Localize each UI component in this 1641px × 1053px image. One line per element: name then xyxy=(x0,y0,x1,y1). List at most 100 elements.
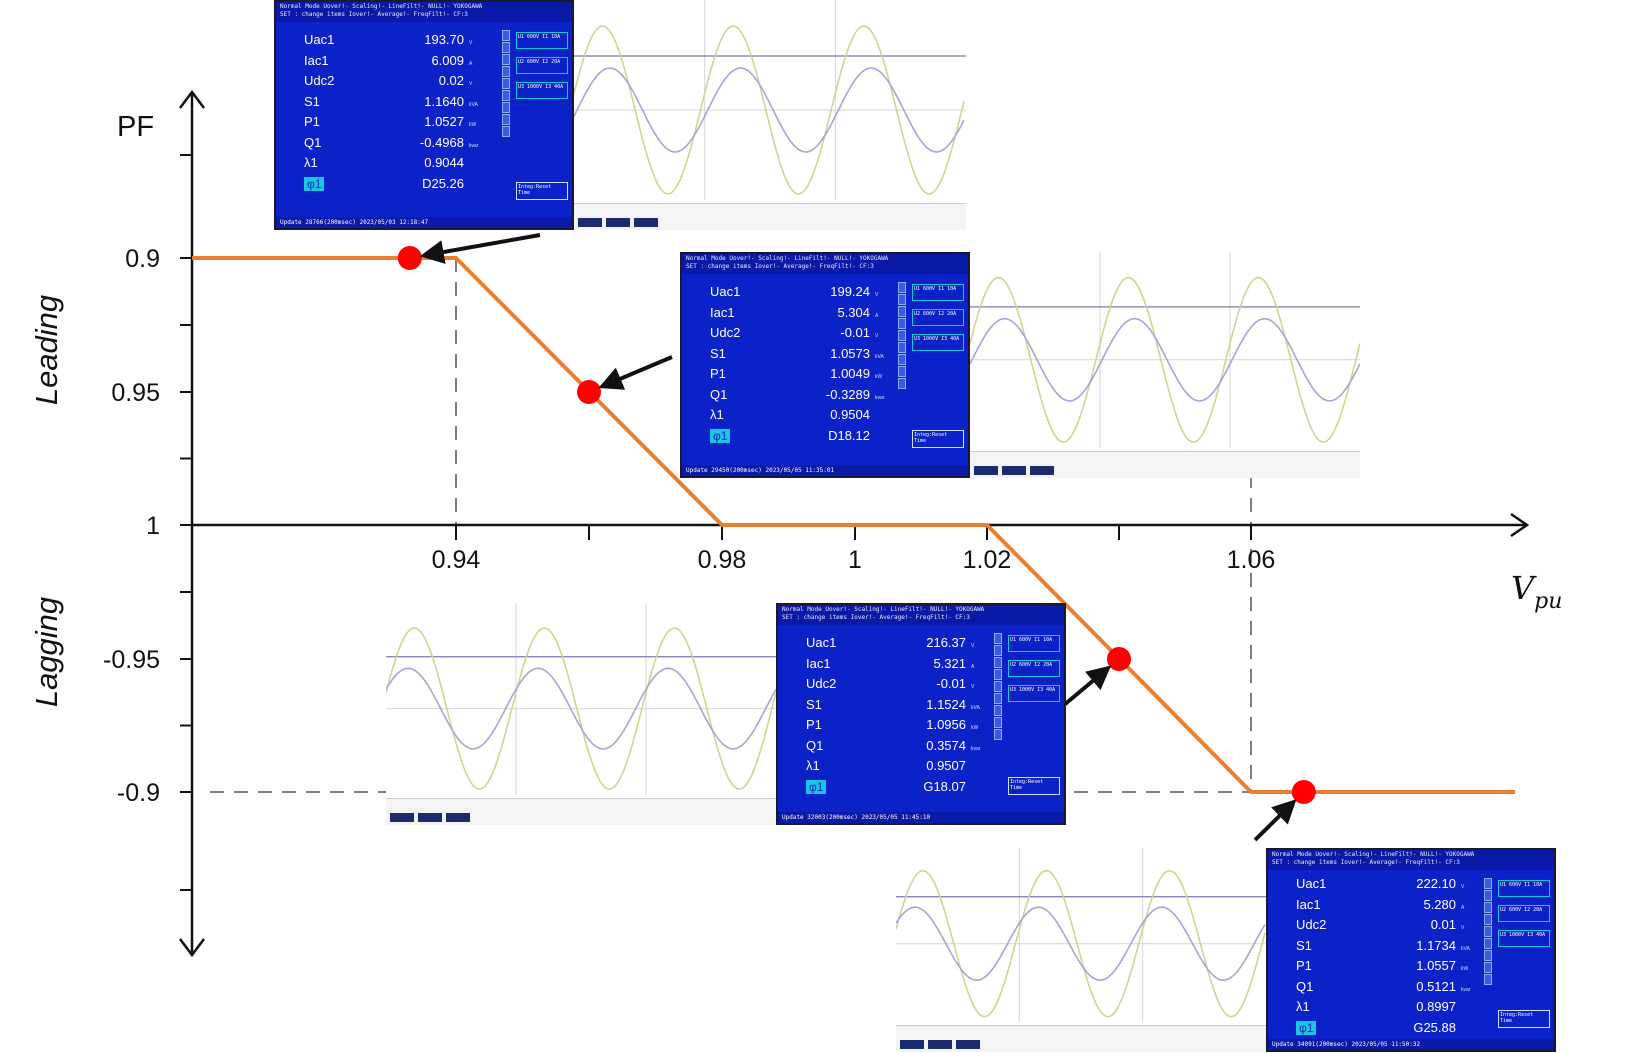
waveform-plot xyxy=(896,848,1266,1022)
meter-element-boxes: U1 600V I1 10A U2 600V I2 20A U3 1000V I… xyxy=(516,32,568,107)
meter-reading-label: Uac1 xyxy=(710,284,741,299)
meter-footer: Update 32003(200msec) 2023/05/05 11:45:1… xyxy=(778,812,1064,823)
operating-point-marker xyxy=(1107,647,1131,671)
y-tick-label: 0.9 xyxy=(125,245,160,273)
meter-element-boxes: U1 600V I1 10A U2 600V I2 20A U3 1000V I… xyxy=(1008,635,1060,710)
meter-topbar-line: Normal Mode Uover!- Scaling!- LineFilt!-… xyxy=(1272,851,1475,858)
meter-readings: Uac1 193.70 V Iac1 6.009 A Udc2 0.02 V S1 1.1640 kV… xyxy=(304,32,478,196)
meter-reading-label: P1 xyxy=(1296,958,1312,973)
meter-reading-row: Uac1 193.70 V xyxy=(304,32,478,53)
meter-page-list xyxy=(898,282,906,389)
meter-reading-value: 0.02 xyxy=(438,73,464,88)
y-axis-arrowhead-down xyxy=(179,938,205,958)
meter-footer: Update 34091(200msec) 2023/05/05 11:50:3… xyxy=(1268,1039,1554,1050)
element-box: U1 600V I1 10A xyxy=(912,284,964,301)
meter-reading-row: Udc2 0.01 V xyxy=(1296,917,1470,938)
oscilloscope-display xyxy=(896,848,1266,1052)
phase-label-highlight: φ1 xyxy=(710,428,731,443)
meter-reading-label: λ1 xyxy=(304,155,318,170)
meter-reading-unit: kVA xyxy=(971,704,980,711)
meter-reading-row: Q1 -0.4968 kvar xyxy=(304,135,478,156)
meter-reading-label: Uac1 xyxy=(304,32,335,47)
phase-label-highlight: φ1 xyxy=(1296,1020,1317,1035)
scope-channel-indicator xyxy=(446,813,470,822)
voltage-waveform xyxy=(574,25,965,195)
scope-channel-indicator xyxy=(974,466,998,475)
callout-arrow xyxy=(419,233,541,264)
element-box: U2 600V I2 20A xyxy=(912,309,964,326)
meter-reading-value: 1.0527 xyxy=(424,114,464,129)
waveform-plot xyxy=(970,252,1360,448)
element-box: U1 600V I1 10A xyxy=(1498,880,1550,897)
current-waveform xyxy=(386,667,776,750)
meter-reading-row: P1 1.0527 kW xyxy=(304,114,478,135)
y-axis-label: PF xyxy=(117,111,154,143)
meter-reading-label: S1 xyxy=(1296,937,1312,953)
meter-reading-value: D18.12 xyxy=(828,427,870,443)
meter-element-boxes: U1 600V I1 10A U2 600V I2 20A U3 1000V I… xyxy=(912,284,964,359)
meter-reading-unit: kVA xyxy=(875,353,884,360)
scope-status-strip xyxy=(386,798,776,825)
meter-reading-value: 222.10 xyxy=(1416,876,1456,891)
meter-reading-unit: A xyxy=(1461,904,1465,911)
element-box: U1 600V I1 10A xyxy=(1008,635,1060,652)
meter-reading-unit: V xyxy=(469,81,473,87)
meter-reading-value: G25.88 xyxy=(1413,1019,1456,1035)
meter-reading-value: 1.0956 xyxy=(926,717,966,732)
meter-reading-row: S1 1.1524 kVA xyxy=(806,697,980,718)
meter-reading-unit: kW xyxy=(469,122,477,128)
meter-reading-value: 5.304 xyxy=(837,304,870,320)
callout-arrow xyxy=(598,355,673,390)
meter-reading-unit: kvar xyxy=(875,394,885,401)
meter-reading-label: Udc2 xyxy=(304,73,335,88)
meter-reading-value: 0.8997 xyxy=(1416,999,1456,1014)
meter-reading-label: P1 xyxy=(806,717,822,732)
meter-reading-value: G18.07 xyxy=(923,778,966,794)
operating-point-marker xyxy=(397,246,422,270)
scope-channel-indicator xyxy=(928,1040,952,1049)
meter-page-list xyxy=(994,633,1002,740)
meter-readings: Uac1 216.37 V Iac1 5.321 A Udc2 -0.01 V S1 1.1524 k… xyxy=(806,635,980,799)
meter-topbar: Normal Mode Uover!- Scaling!- LineFilt!-… xyxy=(778,605,1064,625)
x-tick-label: 0.94 xyxy=(432,546,481,574)
meter-reading-unit: kW xyxy=(875,374,883,380)
meter-reading-value: -0.3289 xyxy=(825,386,870,402)
meter-reading-row: Udc2 -0.01 V xyxy=(710,325,884,346)
meter-topbar-line: SET : change items Iover!- Average!- Fre… xyxy=(1272,859,1460,866)
meter-reading-row: λ1 0.9504 xyxy=(710,407,884,428)
meter-reading-row: Iac1 5.280 A xyxy=(1296,897,1470,918)
meter-reading-unit: kW xyxy=(1461,966,1469,972)
meter-reading-label: φ1 xyxy=(710,428,792,443)
meter-reading-row: Udc2 0.02 V xyxy=(304,73,478,94)
operating-point-marker xyxy=(577,380,601,404)
scope-status-strip xyxy=(574,203,966,230)
meter-reading-label: φ1 xyxy=(806,779,888,794)
meter-reading-unit: V xyxy=(1461,884,1465,890)
meter-reading-unit: kvar xyxy=(971,745,981,752)
scope-channel-indicator xyxy=(634,218,658,227)
meter-reading-row: φ1 G18.07 xyxy=(806,779,980,800)
meter-reading-label: λ1 xyxy=(710,407,724,422)
meter-topbar: Normal Mode Uover!- Scaling!- LineFilt!-… xyxy=(1268,850,1554,870)
meter-reading-row: S1 1.1640 kVA xyxy=(304,94,478,115)
element-box: U3 1000V I3 40A xyxy=(1008,685,1060,702)
meter-reading-value: 1.0049 xyxy=(830,366,870,381)
meter-reading-label: Q1 xyxy=(304,134,322,150)
meter-reading-row: Q1 -0.3289 kvar xyxy=(710,387,884,408)
meter-reading-value: 6.009 xyxy=(431,52,464,68)
x-tick-label: 0.98 xyxy=(698,546,747,574)
meter-reading-unit: V xyxy=(1461,925,1465,931)
meter-reading-row: Q1 0.3574 kvar xyxy=(806,738,980,759)
oscilloscope-display xyxy=(574,0,966,230)
meter-topbar: Normal Mode Uover!- Scaling!- LineFilt!-… xyxy=(682,254,968,274)
element-box: U3 1000V I3 40A xyxy=(912,334,964,351)
scope-channel-indicator xyxy=(1030,466,1054,475)
callout-arrow xyxy=(1253,799,1297,842)
voltage-waveform xyxy=(970,276,1360,443)
meter-page-list xyxy=(1484,878,1492,985)
meter-reading-value: 5.280 xyxy=(1423,896,1456,912)
meter-reading-label: P1 xyxy=(710,366,726,381)
meter-reading-label: Q1 xyxy=(710,386,728,402)
waveform-plot xyxy=(386,603,776,795)
